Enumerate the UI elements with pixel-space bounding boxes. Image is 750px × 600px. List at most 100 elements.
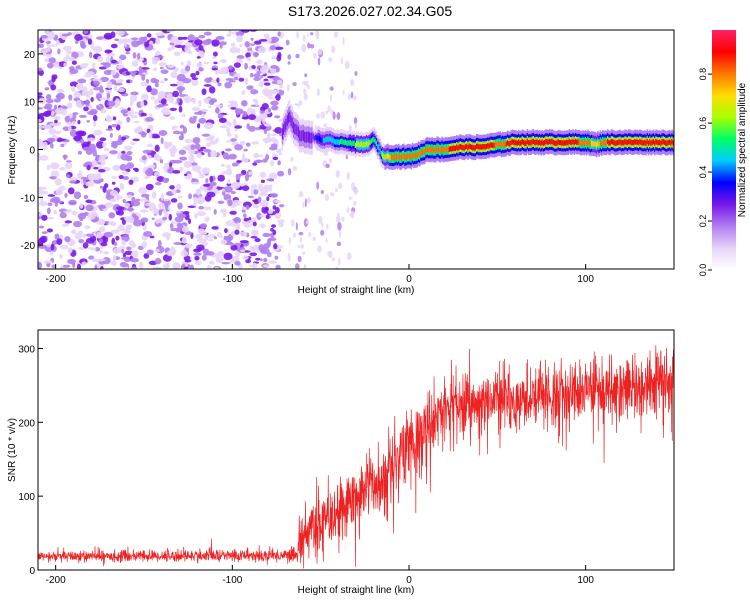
noise-blob [121,219,126,225]
noise-blob [121,239,126,246]
noise-blob [189,264,195,269]
noise-blob [191,181,201,185]
noise-blob [117,65,123,70]
noise-blob [201,88,207,96]
ridge-segment [657,140,660,146]
snr-y-label: SNR (10 * v/v) [7,418,18,482]
noise-blob [133,219,143,227]
heatmap-y-tick-label: -10 [21,193,36,204]
noise-blob [228,65,234,70]
ridge-segment [295,123,297,135]
ridge-segment [579,140,582,146]
noise-blob [292,232,296,239]
noise-blob [306,33,309,37]
noise-blob [117,224,125,232]
noise-blob [119,163,127,171]
noise-blob [270,67,277,75]
noise-blob [231,181,241,189]
noise-blob [85,204,94,212]
noise-blob [102,142,107,148]
noise-blob [230,138,237,142]
noise-blob [43,260,53,264]
noise-blob [342,36,345,46]
noise-blob [97,161,102,165]
noise-blob [253,189,259,195]
noise-blob [198,172,205,179]
snr-y-ticks: 0 100 200 300 [18,344,43,577]
noise-blob [174,44,184,49]
ridge-segment [406,153,409,159]
noise-blob [152,47,156,51]
ridge-segment [564,140,567,146]
ridge-segment [616,140,619,146]
noise-blob [70,56,75,61]
noise-blob [144,205,149,209]
noise-blob [274,126,283,134]
noise-blob [274,211,282,219]
noise-blob [163,112,171,115]
noise-blob [125,51,130,55]
noise-blob [94,247,101,252]
ridge-segment [663,139,666,145]
noise-blob [168,162,173,167]
ridge-segment [417,150,420,157]
noise-blob [271,105,279,111]
noise-blob [325,163,330,169]
noise-blob [274,206,280,214]
noise-blob [110,229,120,234]
noise-blob [89,88,94,96]
ridge-segment [506,140,509,146]
noise-blob [212,51,218,57]
ridge-segment [353,140,356,146]
noise-blob [48,128,57,135]
noise-blob [54,116,61,121]
ridge-segment [451,146,453,152]
ridge-segment [432,147,435,153]
noise-blob [228,121,232,128]
noise-blob [259,214,267,218]
ridge-segment [661,139,663,145]
noise-blob [271,137,277,143]
noise-blob [235,173,241,180]
noise-blob [243,217,250,222]
ridge-segment [514,139,516,146]
noise-blob [209,175,214,183]
noise-blob [262,64,269,71]
noise-blob [218,117,227,123]
noise-blob [261,103,269,110]
noise-blob [250,184,258,189]
ridge-segment [304,131,306,143]
noise-blob [215,104,223,108]
ridge-segment [285,118,288,130]
noise-blob [130,242,137,249]
noise-blob [215,107,220,114]
noise-blob [259,110,265,114]
ridge-segment [623,140,625,146]
noise-blob [331,45,336,54]
noise-blob [159,159,164,164]
noise-blob [351,210,355,219]
noise-blob [44,103,53,109]
noise-blob [295,263,300,269]
noise-blob [114,38,120,42]
noise-blob [298,231,304,236]
noise-blob [64,193,68,198]
noise-blob [335,266,339,269]
noise-blob [260,188,268,195]
noise-blob [59,211,67,219]
noise-blob [116,206,125,211]
noise-blob [252,262,258,269]
ridge-segment [332,137,335,144]
noise-blob [146,85,152,93]
ridge-segment [530,140,532,146]
noise-blob [107,49,113,53]
noise-blob [241,90,246,96]
noise-blob [191,106,201,112]
noise-blob [153,79,160,84]
ridge-segment [494,142,497,148]
noise-blob [112,254,117,262]
ridge-segment [536,139,539,145]
ridge-segment [384,154,386,161]
noise-blob [118,134,122,142]
